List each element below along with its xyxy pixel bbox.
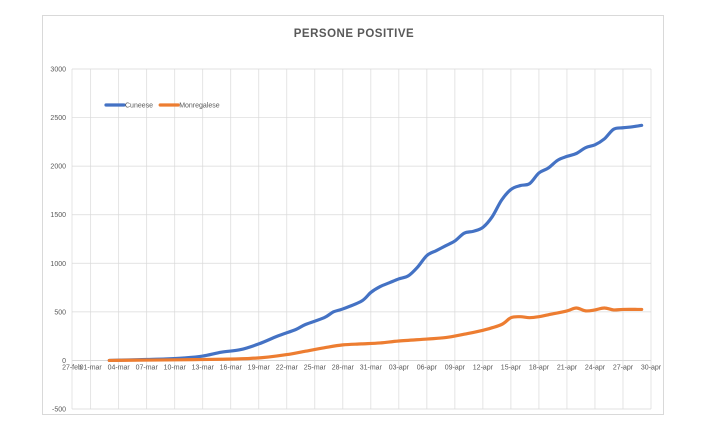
x-tick-label: 27-feb — [62, 364, 82, 371]
series-line-cuneese — [107, 123, 644, 363]
x-tick-label: 21-apr — [557, 364, 578, 371]
legend: Cuneese Monregalese — [104, 103, 220, 110]
series — [107, 123, 644, 363]
x-tick-label: 04-mar — [108, 364, 131, 371]
y-tick-label: 1500 — [50, 212, 66, 219]
chart-title: PERSONE POSITIVE — [294, 28, 414, 40]
x-tick-label: 15-apr — [501, 364, 522, 371]
x-tick-label: 03-apr — [389, 364, 410, 371]
x-tick-label: 30-apr — [641, 364, 662, 371]
x-tick-label: 19-mar — [248, 364, 271, 371]
x-tick-label: 24-apr — [585, 364, 606, 371]
x-tick-label: 01-mar — [80, 364, 103, 371]
y-tick-label: -500 — [52, 407, 66, 414]
x-tick-label: 27-apr — [613, 364, 634, 371]
x-tick-label: 13-mar — [192, 364, 215, 371]
legend-label: Monregalese — [179, 103, 220, 110]
y-tick-label: 500 — [54, 309, 66, 316]
y-axis: -500 0 500 1000 1500 2000 2500 3000 — [50, 67, 66, 414]
x-tick-label: 22-mar — [276, 364, 299, 371]
x-tick-label: 10-mar — [164, 364, 187, 371]
y-tick-label: 2500 — [50, 115, 66, 122]
y-tick-label: 1000 — [50, 261, 66, 268]
x-tick-label: 12-apr — [473, 364, 494, 371]
y-tick-label: 2000 — [50, 164, 66, 171]
y-tick-label: 0 — [62, 358, 66, 365]
x-tick-label: 25-mar — [304, 364, 327, 371]
x-tick-label: 07-mar — [136, 364, 159, 371]
series-line-monregalese — [107, 306, 644, 363]
x-tick-label: 06-apr — [417, 364, 438, 371]
grid — [71, 68, 652, 410]
y-tick-label: 3000 — [50, 67, 66, 74]
legend-label: Cuneese — [125, 103, 153, 110]
x-tick-label: 18-apr — [529, 364, 550, 371]
x-tick-label: 16-mar — [220, 364, 243, 371]
x-tick-label: 31-mar — [360, 364, 383, 371]
line-chart: PERSONE POSITIVE -500 0 500 1000 1500 2000 250… — [50, 28, 662, 414]
x-tick-label: 28-mar — [332, 364, 355, 371]
x-tick-label: 09-apr — [445, 364, 466, 371]
chart-area: PERSONE POSITIVE -500 0 500 1000 1500 2000 250… — [42, 15, 664, 415]
